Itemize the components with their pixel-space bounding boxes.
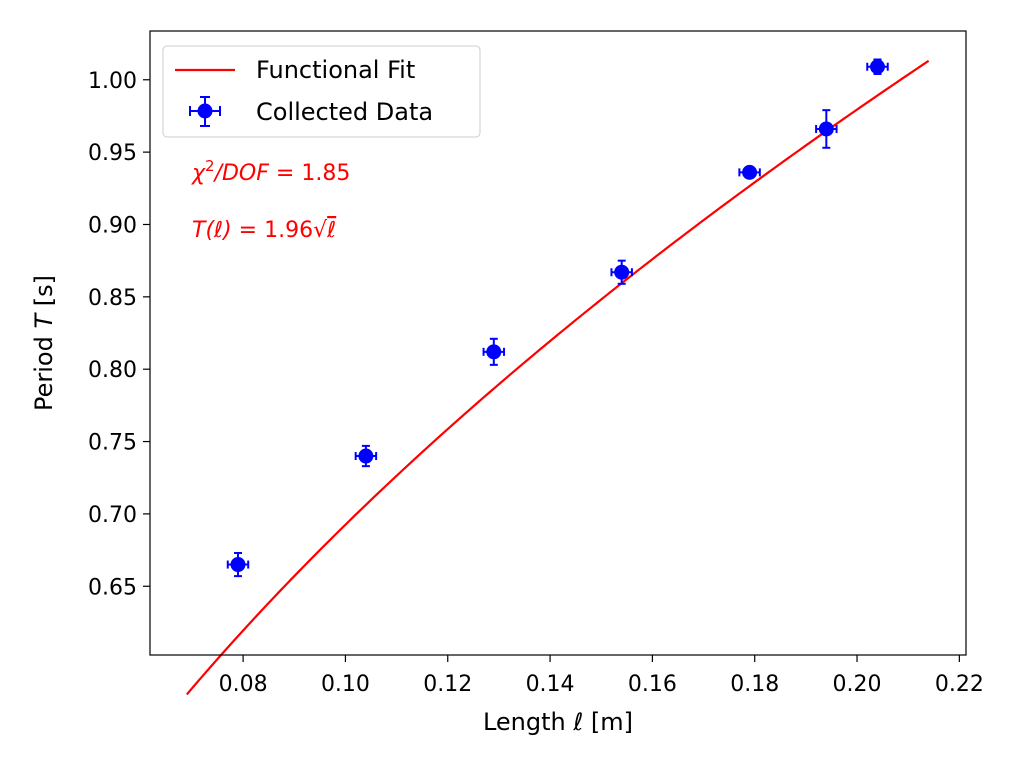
data-point bbox=[866, 58, 889, 75]
y-axis-label: Period T [s] bbox=[30, 275, 58, 411]
data-point bbox=[482, 337, 506, 366]
y-tick-label: 0.80 bbox=[88, 358, 137, 383]
x-tick-label: 0.14 bbox=[526, 672, 575, 697]
x-tick-label: 0.22 bbox=[935, 672, 984, 697]
data-point bbox=[738, 164, 761, 180]
y-tick-label: 1.00 bbox=[88, 69, 137, 94]
data-point bbox=[610, 259, 633, 285]
y-tick-label: 0.75 bbox=[88, 431, 137, 456]
y-tick-label: 0.90 bbox=[88, 213, 137, 238]
legend-label-fit: Functional Fit bbox=[256, 56, 415, 84]
data-point bbox=[354, 444, 378, 468]
y-axis-ticks: 0.65 0.70 0.75 0.80 0.85 0.90 0.95 1.00 bbox=[88, 69, 150, 600]
chi-square-annotation: χ2/DOF = 1.85 bbox=[191, 157, 350, 186]
x-tick-label: 0.12 bbox=[423, 672, 472, 697]
y-tick-label: 0.65 bbox=[88, 575, 137, 600]
x-tick-label: 0.20 bbox=[833, 672, 882, 697]
chart-marks bbox=[186, 58, 930, 696]
x-axis-label: Length ℓ [m] bbox=[483, 708, 633, 736]
y-tick-label: 0.70 bbox=[88, 503, 137, 528]
y-tick-label: 0.85 bbox=[88, 286, 137, 311]
x-axis-ticks: 0.08 0.10 0.12 0.14 0.16 0.18 0.20 0.22 bbox=[219, 655, 984, 697]
x-tick-label: 0.16 bbox=[628, 672, 677, 697]
legend: Functional Fit Collected Data bbox=[162, 45, 481, 138]
y-tick-label: 0.95 bbox=[88, 141, 137, 166]
data-point bbox=[815, 109, 838, 149]
data-point bbox=[226, 551, 250, 578]
series-functional-fit-line bbox=[186, 59, 930, 696]
legend-box bbox=[162, 45, 481, 138]
plot-frame bbox=[149, 30, 967, 656]
x-tick-label: 0.08 bbox=[219, 672, 268, 697]
x-tick-label: 0.10 bbox=[321, 672, 370, 697]
legend-errorbar-swatch bbox=[189, 96, 221, 127]
x-tick-label: 0.18 bbox=[730, 672, 779, 697]
legend-label-data: Collected Data bbox=[256, 98, 433, 126]
fit-equation-annotation: T(ℓ) = 1.96√ℓ bbox=[192, 218, 336, 243]
